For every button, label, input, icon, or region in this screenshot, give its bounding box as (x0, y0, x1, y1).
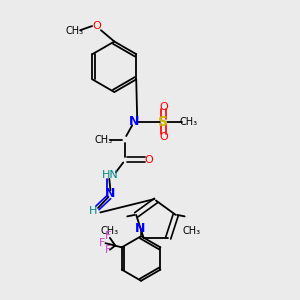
Text: N: N (105, 188, 115, 200)
Text: F: F (105, 245, 112, 255)
Text: CH₃: CH₃ (95, 135, 113, 145)
Text: O: O (92, 21, 101, 31)
Text: F: F (105, 231, 112, 241)
Text: CH₃: CH₃ (180, 117, 198, 127)
Text: CH₃: CH₃ (101, 226, 119, 236)
Text: HN: HN (101, 170, 118, 180)
Text: F: F (99, 238, 106, 248)
Text: O: O (159, 132, 168, 142)
Text: H: H (88, 206, 97, 216)
Text: CH₃: CH₃ (182, 226, 201, 236)
Text: CH₃: CH₃ (65, 26, 83, 36)
Text: O: O (144, 154, 153, 164)
Text: N: N (135, 221, 145, 235)
Text: N: N (128, 115, 139, 128)
Text: O: O (159, 102, 168, 112)
Text: S: S (158, 115, 168, 129)
